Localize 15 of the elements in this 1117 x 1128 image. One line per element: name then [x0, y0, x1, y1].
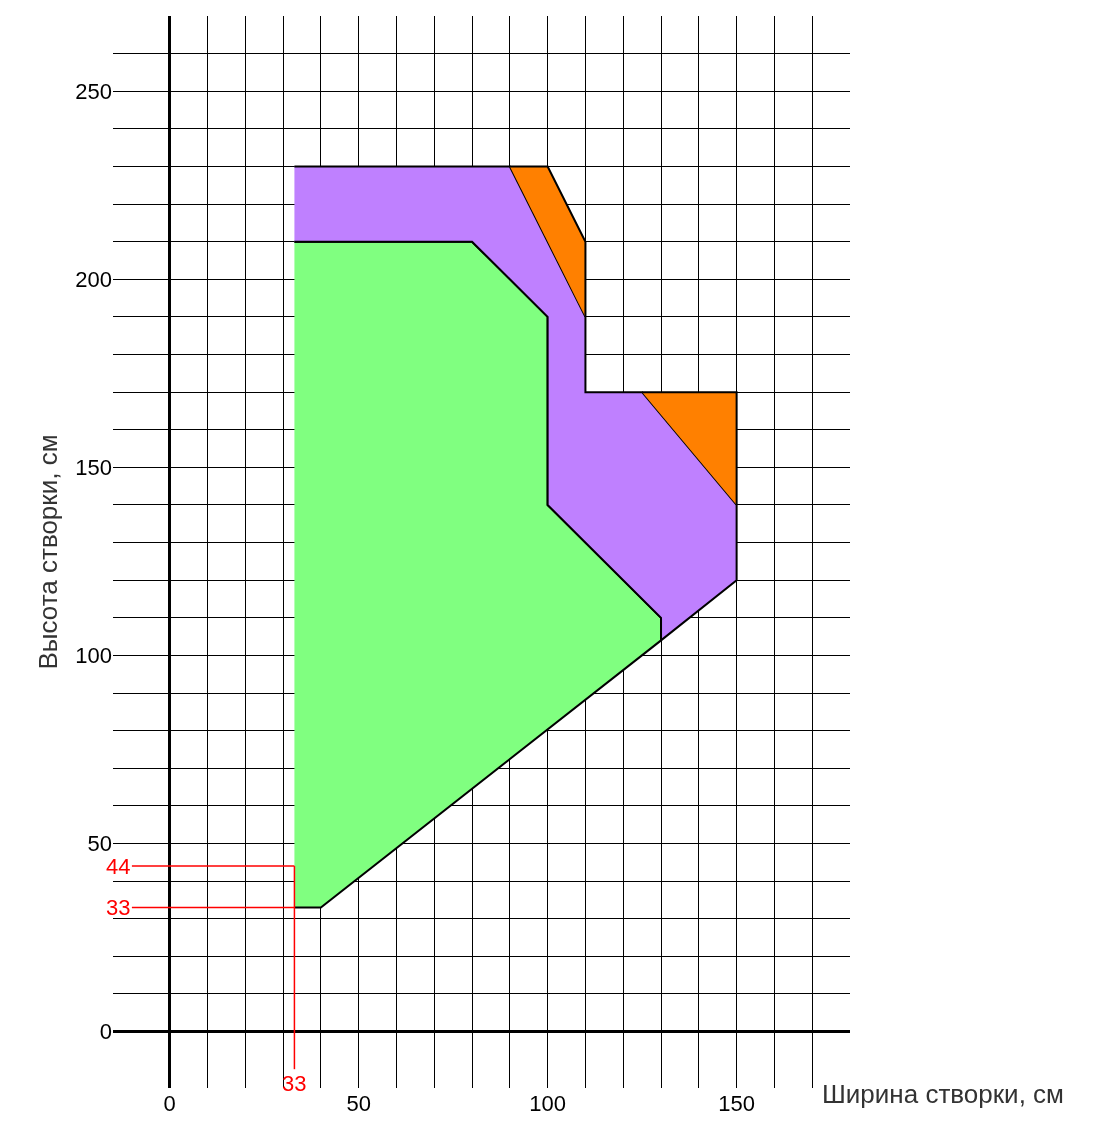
y-tick-label: 0 — [99, 1019, 112, 1045]
y-tick-label: 50 — [87, 831, 112, 857]
ref-line-label: 44 — [106, 854, 131, 879]
y-axis-title: Высота створки, см — [32, 434, 63, 670]
x-tick-label: 50 — [346, 1091, 371, 1116]
y-tick-label: 100 — [75, 643, 112, 669]
y-tick-label: 150 — [75, 455, 112, 481]
y-tick-label: 250 — [75, 78, 112, 104]
y-tick-label: 200 — [75, 267, 112, 292]
x-tick-label: 100 — [529, 1091, 566, 1116]
x-axis-title: Ширина створки, см — [822, 1079, 1064, 1109]
x-tick-label: 150 — [718, 1091, 755, 1116]
ref-line-label: 33 — [106, 895, 131, 920]
ref-line-label: 33 — [282, 1071, 307, 1096]
x-tick-label: 0 — [163, 1091, 176, 1116]
